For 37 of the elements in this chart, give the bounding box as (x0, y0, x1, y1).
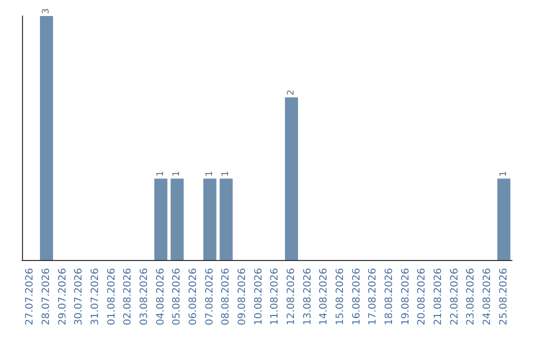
x-tick-label: 15.08.2026 (335, 268, 346, 326)
x-tick-label: 11.08.2026 (270, 268, 281, 326)
data-label: 1 (204, 170, 215, 177)
x-tick-label: 14.08.2026 (318, 268, 330, 326)
x-tick-label: 27.07.2026 (24, 268, 36, 326)
x-tick-label: 22.08.2026 (449, 268, 460, 326)
x-tick-label: 06.08.2026 (188, 268, 199, 326)
x-tick-label: 16.08.2026 (351, 268, 362, 326)
data-label: 1 (156, 170, 166, 177)
x-tick-label: 08.08.2026 (220, 268, 232, 326)
x-tick-label: 21.08.2026 (433, 268, 444, 326)
x-tick-label: 02.08.2026 (122, 268, 134, 326)
x-tick-label: 18.08.2026 (384, 268, 395, 326)
data-label: 1 (498, 170, 509, 177)
x-tick-label: 12.08.2026 (286, 268, 297, 326)
x-tick-label: 25.08.2026 (498, 268, 510, 326)
x-tick-label: 17.08.2026 (368, 268, 379, 326)
data-label: 1 (172, 170, 182, 177)
x-tick-label: 05.08.2026 (172, 268, 183, 326)
x-tick-label: 20.08.2026 (416, 268, 428, 326)
x-tick-label: 19.08.2026 (400, 268, 412, 326)
x-tick-label: 07.08.2026 (204, 268, 216, 326)
data-label: 3 (42, 8, 52, 14)
data-label: 1 (221, 170, 232, 177)
x-tick-label: 28.07.2026 (41, 268, 52, 326)
x-tick-label: 01.08.2026 (106, 268, 118, 326)
x-tick-label: 03.08.2026 (139, 268, 150, 326)
x-tick-label: 24.08.2026 (482, 268, 493, 326)
x-tick-label: 10.08.2026 (253, 268, 264, 326)
data-label: 2 (286, 90, 296, 96)
x-tick-label: 29.07.2026 (57, 268, 68, 326)
x-tick-label: 30.07.2026 (74, 268, 85, 326)
x-tick-label: 13.08.2026 (302, 268, 314, 326)
x-tick-label: 23.08.2026 (466, 268, 477, 326)
x-tick-label: 31.07.2026 (90, 268, 101, 326)
x-tick-label: 04.08.2026 (155, 268, 166, 326)
x-tick-label: 09.08.2026 (237, 268, 248, 326)
